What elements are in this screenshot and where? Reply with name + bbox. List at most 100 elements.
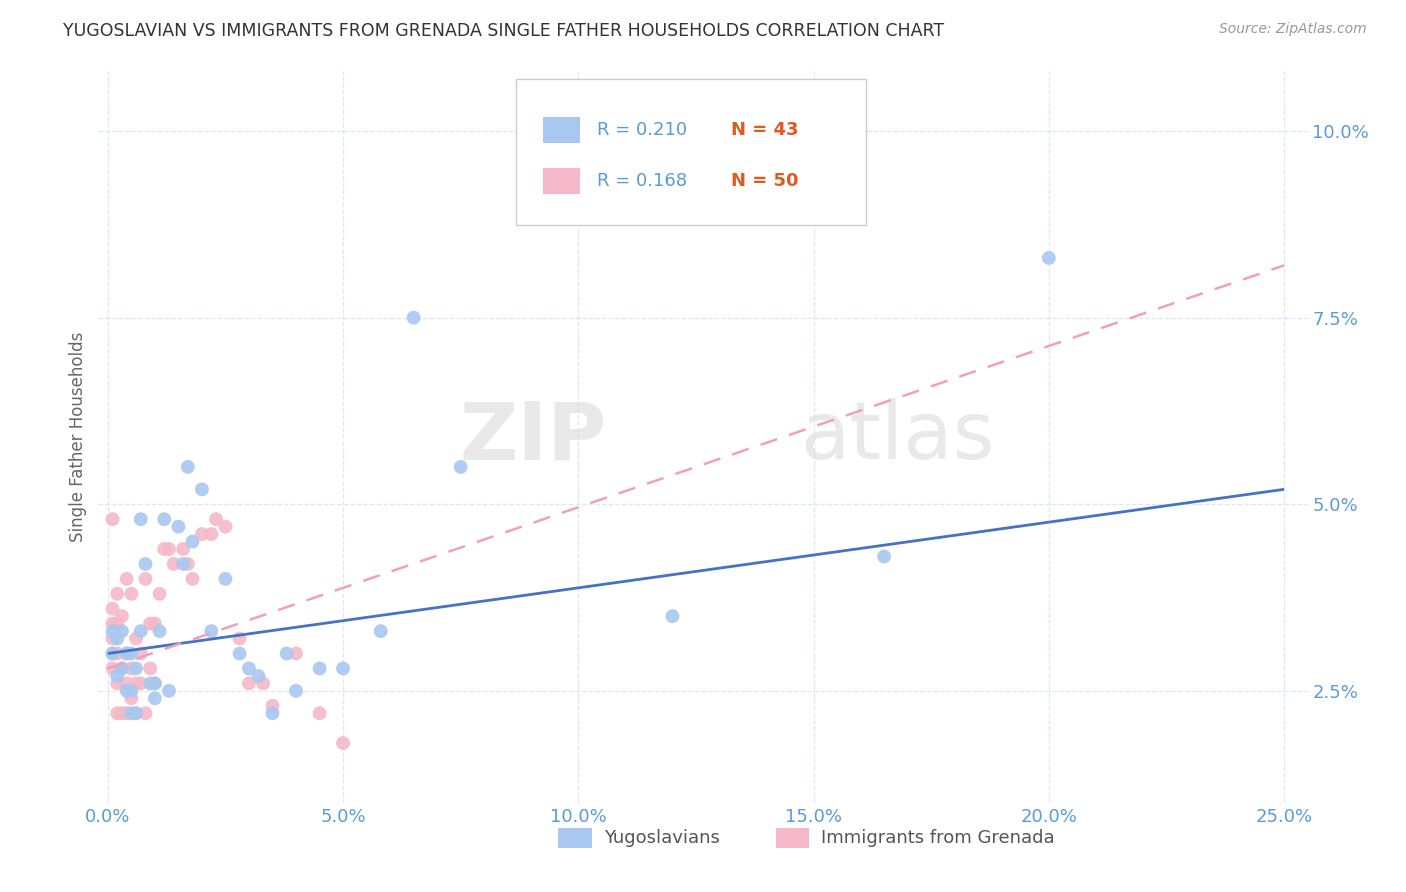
Point (101, 647, 124, 661)
Point (111, 661, 134, 675)
FancyBboxPatch shape (516, 78, 866, 225)
Point (214, 519, 236, 533)
Point (228, 647, 250, 661)
Point (120, 691, 142, 706)
Point (143, 691, 166, 706)
Point (191, 527, 214, 541)
Point (120, 706, 142, 721)
Text: N = 50: N = 50 (731, 172, 799, 190)
Text: N = 43: N = 43 (731, 121, 799, 139)
Point (332, 661, 354, 675)
Point (228, 632, 250, 646)
Point (252, 676, 274, 690)
Point (101, 624, 124, 639)
FancyBboxPatch shape (776, 828, 810, 848)
Text: ZIP: ZIP (458, 398, 606, 476)
Point (149, 624, 172, 639)
Point (115, 647, 138, 661)
FancyBboxPatch shape (543, 117, 579, 143)
Point (101, 601, 124, 615)
Point (101, 512, 124, 526)
Text: Source: ZipAtlas.com: Source: ZipAtlas.com (1219, 22, 1367, 37)
Point (262, 706, 284, 721)
Point (149, 587, 172, 601)
Point (111, 624, 134, 639)
Point (101, 616, 124, 631)
Point (105, 669, 128, 683)
Point (200, 527, 222, 541)
Point (111, 706, 134, 721)
Text: Yugoslavians: Yugoslavians (603, 829, 720, 847)
Point (101, 647, 124, 661)
Y-axis label: Single Father Households: Single Father Households (69, 332, 87, 542)
Point (238, 676, 260, 690)
Point (101, 661, 124, 675)
Point (1038, 251, 1060, 265)
Point (276, 647, 298, 661)
Point (105, 632, 128, 646)
Point (177, 557, 200, 571)
Point (308, 661, 330, 675)
Point (181, 572, 204, 586)
Point (105, 706, 128, 721)
Text: Immigrants from Grenada: Immigrants from Grenada (821, 829, 1054, 847)
Point (139, 661, 162, 675)
Point (125, 706, 148, 721)
Point (143, 676, 166, 690)
Point (129, 647, 152, 661)
Point (120, 661, 142, 675)
Point (370, 624, 392, 639)
Point (129, 676, 152, 690)
Point (177, 459, 200, 474)
Point (205, 512, 228, 526)
Point (450, 459, 472, 474)
Point (285, 647, 308, 661)
Point (125, 676, 148, 690)
Point (153, 542, 176, 557)
FancyBboxPatch shape (558, 828, 592, 848)
Point (157, 542, 180, 557)
Point (125, 661, 148, 675)
Point (120, 647, 142, 661)
Point (172, 542, 194, 557)
Point (262, 698, 284, 713)
Point (120, 587, 142, 601)
Point (332, 736, 354, 750)
Point (181, 534, 204, 549)
Point (111, 661, 134, 675)
Point (129, 624, 152, 639)
Point (125, 632, 148, 646)
Point (247, 669, 270, 683)
Point (167, 519, 190, 533)
Point (153, 512, 176, 526)
Point (238, 661, 260, 675)
Point (873, 549, 896, 564)
Point (115, 706, 138, 721)
Point (134, 706, 156, 721)
Point (134, 572, 156, 586)
Point (200, 624, 222, 639)
Point (115, 647, 138, 661)
Text: YUGOSLAVIAN VS IMMIGRANTS FROM GRENADA SINGLE FATHER HOUSEHOLDS CORRELATION CHAR: YUGOSLAVIAN VS IMMIGRANTS FROM GRENADA S… (63, 22, 945, 40)
FancyBboxPatch shape (543, 169, 579, 194)
Point (115, 572, 138, 586)
Point (105, 676, 128, 690)
Point (143, 616, 166, 631)
Point (402, 310, 425, 325)
Point (125, 706, 148, 721)
Point (105, 647, 128, 661)
Point (163, 557, 186, 571)
Point (115, 676, 138, 690)
Point (139, 616, 162, 631)
Point (308, 706, 330, 721)
Point (101, 632, 124, 646)
Text: R = 0.168: R = 0.168 (596, 172, 686, 190)
Text: R = 0.210: R = 0.210 (596, 121, 686, 139)
Point (120, 683, 142, 698)
Point (111, 609, 134, 624)
Point (115, 683, 138, 698)
Point (172, 557, 194, 571)
Text: atlas: atlas (800, 398, 994, 476)
Point (129, 512, 152, 526)
Point (105, 616, 128, 631)
